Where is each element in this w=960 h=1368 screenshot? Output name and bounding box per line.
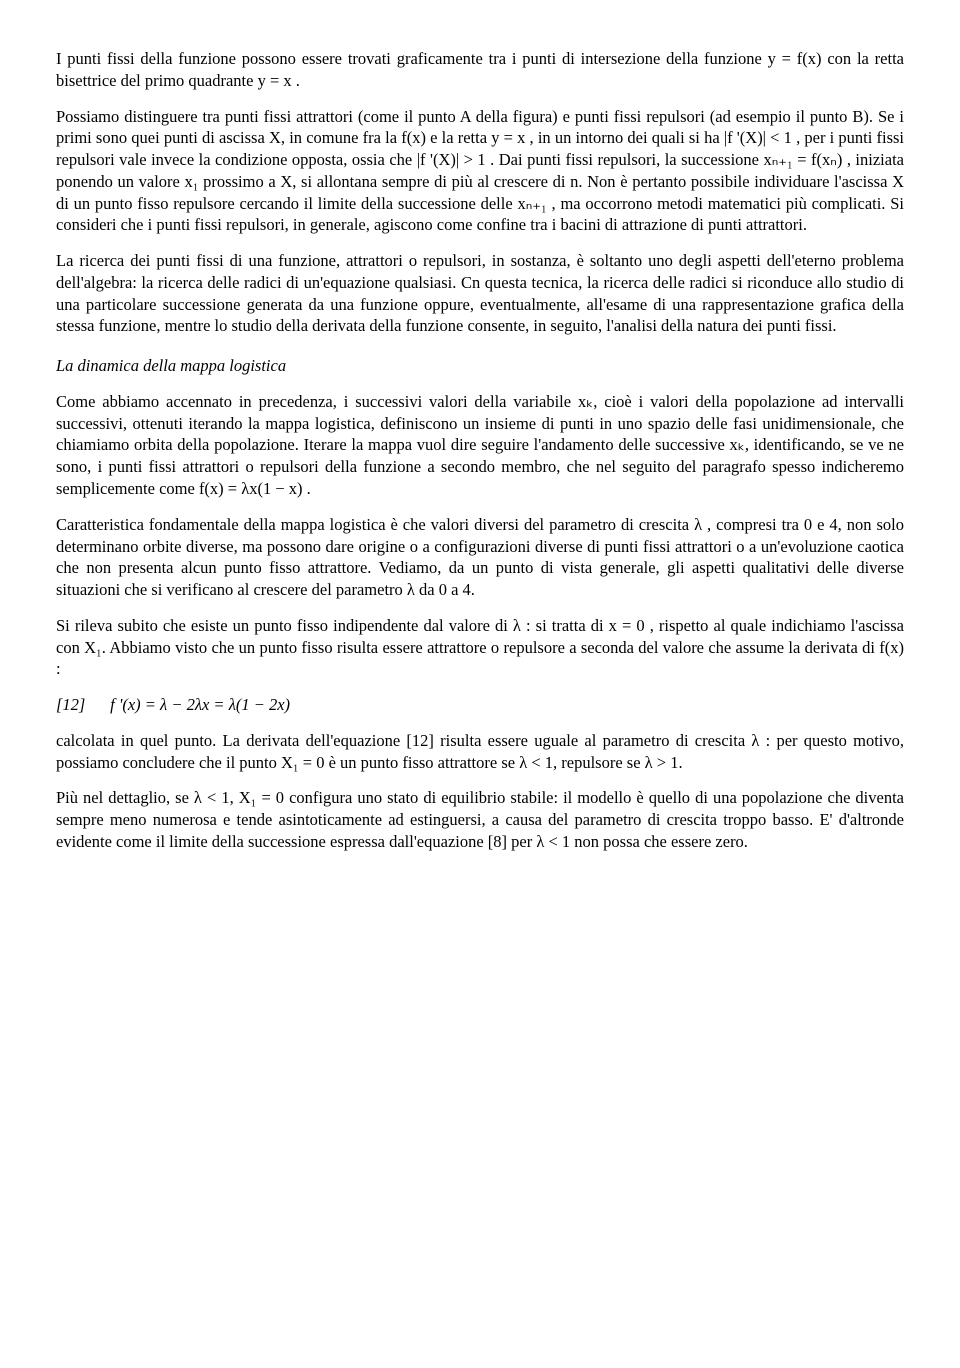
equation-12-label: [12] <box>56 694 106 716</box>
paragraph-2: Possiamo distinguere tra punti fissi att… <box>56 106 904 237</box>
paragraph-6: Si rileva subito che esiste un punto fis… <box>56 615 904 680</box>
paragraph-8: Più nel dettaglio, se λ < 1, X₁ = 0 conf… <box>56 787 904 852</box>
paragraph-4: Come abbiamo accennato in precedenza, i … <box>56 391 904 500</box>
paragraph-5: Caratteristica fondamentale della mappa … <box>56 514 904 601</box>
equation-12-body: f '(x) = λ − 2λx = λ(1 − 2x) <box>110 695 290 714</box>
paragraph-7: calcolata in quel punto. La derivata del… <box>56 730 904 774</box>
section-title: La dinamica della mappa logistica <box>56 355 904 377</box>
paragraph-3: La ricerca dei punti fissi di una funzio… <box>56 250 904 337</box>
equation-12: [12] f '(x) = λ − 2λx = λ(1 − 2x) <box>56 694 904 716</box>
paragraph-1: I punti fissi della funzione possono ess… <box>56 48 904 92</box>
